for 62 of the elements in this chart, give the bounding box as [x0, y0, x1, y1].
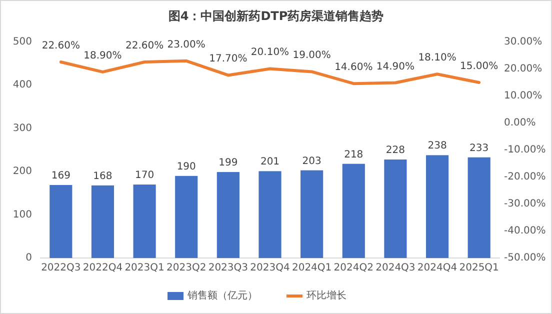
bar: [300, 170, 324, 258]
legend-label: 销售额（亿元）: [186, 290, 258, 302]
legend-label: 环比增长: [306, 290, 346, 302]
bar: [175, 176, 198, 258]
x-tick-label: 2024Q3: [376, 262, 416, 274]
bar: [426, 155, 449, 258]
bar: [468, 157, 490, 258]
x-tick-label: 2023Q3: [208, 262, 248, 274]
y2-tick-label: 10.00%: [504, 90, 542, 102]
data-label: 15.00%: [460, 61, 498, 72]
y2-tick-label: -40.00%: [504, 226, 546, 236]
data-label: 17.70%: [209, 54, 248, 65]
y-tick-label: 400: [12, 80, 32, 91]
y-tick-label: 100: [12, 209, 32, 220]
x-tick-label: 2025Q1: [459, 262, 499, 274]
x-tick-label: 2023Q2: [166, 262, 206, 274]
data-label: 201: [260, 156, 280, 168]
data-label: 199: [218, 158, 238, 169]
data-label: 22.60%: [125, 40, 164, 52]
data-label: 190: [176, 161, 196, 172]
x-tick-label: 2023Q1: [124, 262, 164, 274]
bar: [91, 185, 114, 258]
bar: [50, 184, 72, 258]
x-tick-label: 2022Q4: [82, 262, 123, 274]
y2-tick-label: -50.00%: [504, 252, 546, 264]
data-label: 18.10%: [418, 52, 456, 64]
y-tick-label: 500: [12, 36, 32, 48]
data-label: 20.10%: [250, 47, 290, 58]
bar: [133, 184, 156, 258]
data-label: 168: [93, 170, 112, 182]
y-tick-label: 200: [12, 166, 32, 178]
data-label: 14.60%: [334, 62, 373, 74]
y2-tick-label: 30.00%: [504, 36, 542, 48]
x-tick-label: 2024Q2: [334, 262, 374, 274]
x-tick-label: 2022Q3: [41, 262, 81, 274]
bar: [342, 164, 365, 258]
data-label: 238: [428, 140, 447, 152]
data-label: 14.90%: [376, 61, 415, 72]
y2-tick-label: 20.00%: [504, 64, 542, 74]
bar: [216, 172, 240, 258]
data-label: 203: [302, 156, 322, 167]
y2-tick-label: -20.00%: [504, 172, 546, 182]
bar: [384, 160, 407, 258]
y-tick-label: 0: [26, 252, 32, 264]
bar: [258, 171, 282, 258]
data-label: 218: [344, 149, 364, 160]
y2-tick-label: -10.00%: [504, 144, 546, 156]
chart-title: 图4：中国创新药DTP药房渠道销售趋势: [168, 9, 384, 23]
x-tick-label: 2023Q4: [250, 262, 290, 274]
data-label: 228: [386, 145, 405, 156]
data-label: 233: [470, 142, 489, 154]
data-label: 18.90%: [84, 50, 122, 62]
data-label: 23.00%: [167, 39, 206, 50]
y-tick-label: 300: [12, 122, 32, 134]
x-tick-label: 2024Q1: [292, 262, 332, 274]
y2-tick-label: -30.00%: [504, 198, 546, 210]
y2-tick-label: 0.00%: [504, 118, 536, 128]
data-label: 22.60%: [42, 40, 80, 52]
data-label: 169: [51, 170, 70, 182]
x-tick-label: 2024Q4: [417, 262, 458, 274]
data-label: 170: [135, 170, 154, 182]
data-label: 19.00%: [292, 50, 331, 62]
